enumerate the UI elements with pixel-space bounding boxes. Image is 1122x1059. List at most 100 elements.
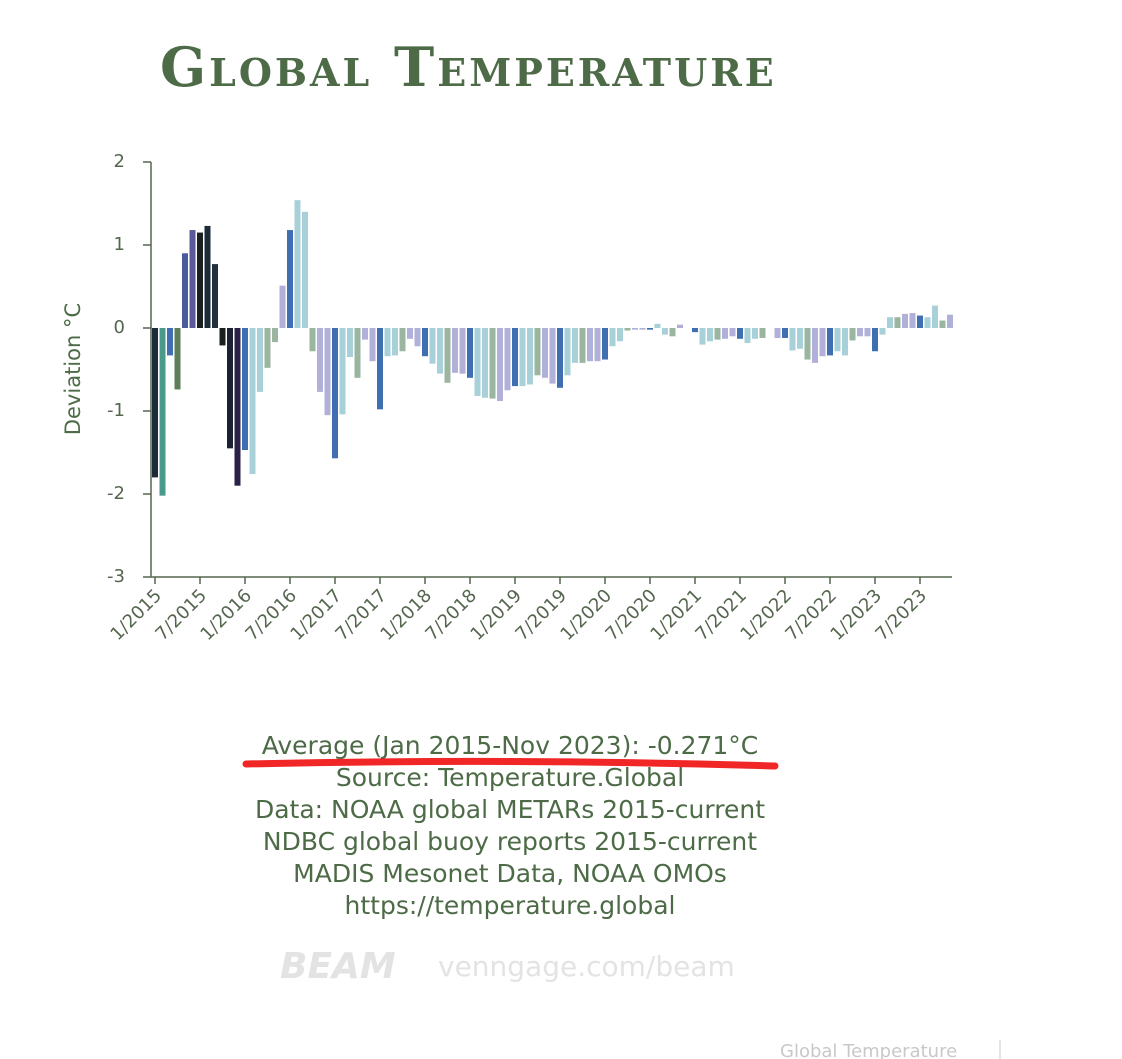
bar	[797, 328, 803, 349]
bar	[617, 328, 623, 342]
bar	[632, 328, 638, 330]
bar	[422, 328, 428, 357]
bar	[737, 328, 743, 339]
bar	[714, 328, 721, 340]
bar	[924, 317, 931, 328]
bar	[639, 328, 646, 330]
bar	[182, 253, 188, 328]
bar	[654, 323, 661, 328]
bar	[227, 328, 233, 449]
bar	[662, 328, 668, 335]
bar	[894, 317, 901, 328]
bar	[872, 328, 878, 352]
y-tick-label: 1	[114, 234, 125, 255]
bar	[249, 328, 256, 475]
bar	[887, 317, 893, 328]
bar	[189, 230, 196, 328]
bar	[437, 328, 443, 374]
bar	[444, 328, 451, 383]
footnote: Source: Temperature.Global	[336, 763, 684, 792]
bar	[699, 328, 706, 345]
footnote: Data: NOAA global METARs 2015-current	[255, 795, 765, 824]
bar	[864, 328, 871, 337]
bar	[729, 328, 736, 337]
bar	[812, 328, 818, 363]
bar	[587, 328, 593, 362]
y-tick-label: -2	[107, 483, 125, 504]
bar	[774, 328, 781, 338]
bar	[902, 313, 908, 328]
bar	[819, 328, 826, 357]
bar	[549, 328, 556, 384]
bar	[692, 328, 698, 333]
bar	[362, 328, 368, 340]
bar	[204, 225, 211, 328]
bar	[317, 328, 323, 392]
bar	[384, 328, 391, 357]
bar	[167, 328, 173, 356]
bar	[152, 328, 158, 478]
bar	[332, 328, 338, 459]
y-tick-label: -3	[107, 566, 125, 587]
bar	[849, 328, 856, 341]
bar	[429, 328, 436, 364]
bar	[407, 328, 413, 339]
bar	[497, 328, 503, 402]
bar	[572, 328, 578, 363]
bar	[324, 328, 331, 416]
bar	[744, 328, 751, 343]
bar	[377, 328, 383, 410]
bar	[789, 328, 796, 351]
bar	[939, 320, 946, 328]
bar	[759, 328, 766, 338]
bar	[287, 230, 293, 328]
bar	[947, 314, 953, 328]
chart-title: Global Temperature	[160, 35, 777, 99]
bar	[159, 328, 166, 496]
bar	[827, 328, 833, 356]
bar	[309, 328, 316, 352]
bar	[527, 328, 533, 385]
bar	[909, 313, 916, 328]
bar	[272, 328, 278, 343]
bar	[242, 328, 248, 451]
bar	[722, 328, 728, 339]
highlight-underline	[242, 757, 779, 770]
bar	[917, 315, 923, 328]
bar	[842, 328, 848, 356]
bar	[594, 328, 601, 362]
bar	[452, 328, 458, 373]
bar	[459, 328, 466, 374]
bar	[542, 328, 548, 378]
bar	[602, 328, 608, 360]
bar	[669, 328, 676, 337]
bar	[347, 328, 353, 358]
bar	[512, 328, 518, 387]
bar	[399, 328, 406, 352]
bar	[474, 328, 481, 397]
watermark-url: venngage.com/beam	[438, 950, 735, 983]
footnote: https://temperature.global	[345, 891, 676, 920]
x-tick-label: 7/2023	[871, 585, 931, 645]
bar	[752, 328, 758, 339]
bar	[707, 328, 713, 342]
bar	[219, 328, 226, 346]
bar	[392, 328, 398, 356]
bar	[212, 264, 218, 328]
bar	[197, 232, 203, 328]
bar	[467, 328, 473, 378]
bar	[302, 211, 308, 328]
bar	[414, 328, 421, 347]
footnote: NDBC global buoy reports 2015-current	[263, 827, 757, 856]
bar	[354, 328, 361, 378]
bar	[834, 328, 841, 352]
y-tick-label: 2	[114, 151, 125, 172]
bar	[234, 328, 241, 486]
bar	[677, 324, 683, 328]
bar	[879, 328, 886, 335]
bar	[174, 328, 181, 390]
y-tick-label: 0	[114, 317, 125, 338]
y-axis-title: Deviation °C	[61, 303, 85, 435]
bar	[932, 305, 938, 328]
